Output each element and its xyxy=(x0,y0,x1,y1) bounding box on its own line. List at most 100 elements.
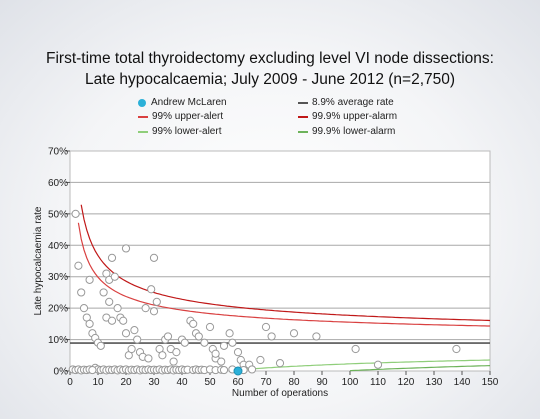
surgeon-point xyxy=(158,351,167,360)
surgeon-point xyxy=(130,326,139,335)
legend-label-lower-alarm: 99.9% lower-alarm xyxy=(312,126,396,137)
chart-subtitle: Late hypocalcaemia; July 2009 - June 201… xyxy=(84,71,456,88)
surgeon-point xyxy=(163,332,173,341)
x-tick-label: 40 xyxy=(176,377,188,388)
surgeon-point xyxy=(144,354,153,363)
highlight-dot-icon xyxy=(138,99,146,107)
surgeon-point xyxy=(74,261,83,270)
surgeon-point xyxy=(219,341,229,350)
surgeon-point xyxy=(88,365,97,375)
surgeon-point xyxy=(312,332,321,341)
y-tick-label: 50% xyxy=(48,209,68,220)
surgeon-point xyxy=(133,335,142,344)
x-tick-label: 100 xyxy=(342,377,359,388)
surgeon-point xyxy=(267,332,276,341)
surgeon-point xyxy=(85,275,94,284)
upper-alert-curve xyxy=(77,222,490,327)
x-tick-label: 80 xyxy=(288,377,300,388)
surgeon-point xyxy=(275,359,285,368)
surgeon-point xyxy=(110,272,119,281)
legend-label-average: 8.9% average rate xyxy=(312,97,394,108)
legend-item-average: 8.9% average rate xyxy=(298,97,394,109)
lower-alarm-curve xyxy=(349,365,491,372)
y-tick-label: 10% xyxy=(48,335,68,346)
y-tick-label: 70% xyxy=(48,147,68,158)
surgeon-point xyxy=(205,322,215,332)
surgeon-point xyxy=(200,338,209,347)
x-tick-label: 10 xyxy=(92,377,104,388)
surgeon-point xyxy=(261,322,271,332)
surgeon-point xyxy=(211,349,220,358)
x-tick-label: 70 xyxy=(260,377,272,388)
surgeon-point xyxy=(152,297,161,306)
surgeon-point xyxy=(256,355,265,365)
surgeon-point xyxy=(351,344,360,354)
surgeon-point xyxy=(85,319,94,328)
line-swatch-icon xyxy=(138,116,148,118)
y-tick-label: 0% xyxy=(54,367,69,378)
legend-label-highlight: Andrew McLaren xyxy=(151,97,227,108)
surgeon-point xyxy=(289,329,299,338)
surgeon-point xyxy=(141,304,150,313)
x-tick-label: 60 xyxy=(232,377,244,388)
surgeon-point xyxy=(121,244,131,253)
x-tick-label: 140 xyxy=(454,377,471,388)
surgeon-point xyxy=(119,316,128,325)
y-tick-label: 20% xyxy=(48,304,68,315)
surgeon-point xyxy=(452,344,461,354)
legend-label-upper-alarm: 99.9% upper-alarm xyxy=(312,111,398,122)
surgeon-point xyxy=(233,348,243,357)
surgeon-point xyxy=(225,329,234,338)
x-tick-label: 0 xyxy=(67,377,73,388)
line-swatch-icon xyxy=(138,131,148,133)
x-tick-label: 150 xyxy=(482,377,499,388)
x-tick-label: 20 xyxy=(120,377,132,388)
legend-item-lower-alert: 99% lower-alert xyxy=(138,126,221,138)
surgeon-point xyxy=(77,288,86,297)
legend-item-upper-alert: 99% upper-alert xyxy=(138,111,223,123)
surgeon-point xyxy=(113,304,122,313)
surgeon-point xyxy=(172,348,181,357)
surgeon-point xyxy=(127,344,136,354)
surgeon-point xyxy=(121,329,131,338)
chart-title-block: First-time total thyroidectomy excluding… xyxy=(0,48,540,90)
surgeon-point xyxy=(180,338,189,347)
surgeon-point xyxy=(247,365,257,374)
surgeon-point xyxy=(107,316,117,325)
legend-label-upper-alert: 99% upper-alert xyxy=(152,111,224,122)
surgeon-point xyxy=(71,209,80,218)
legend-label-lower-alert: 99% lower-alert xyxy=(152,126,222,137)
surgeon-point xyxy=(219,365,229,375)
legend-item-upper-alarm: 99.9% upper-alarm xyxy=(298,111,397,123)
x-tick-label: 50 xyxy=(204,377,216,388)
plot-area xyxy=(69,150,491,372)
line-swatch-icon xyxy=(298,131,308,133)
y-tick-label: 30% xyxy=(48,272,68,283)
surgeon-point xyxy=(373,360,383,369)
surgeon-point xyxy=(169,357,178,366)
line-swatch-icon xyxy=(298,116,308,118)
x-tick-label: 130 xyxy=(426,377,443,388)
legend-item-lower-alarm: 99.9% lower-alarm xyxy=(298,126,395,138)
x-tick-label: 90 xyxy=(316,377,328,388)
surgeon-point xyxy=(217,357,226,366)
x-tick-label: 120 xyxy=(398,377,415,388)
y-tick-label: 40% xyxy=(48,241,68,252)
chart-title: First-time total thyroidectomy excluding… xyxy=(46,50,494,67)
surgeon-point xyxy=(105,297,114,306)
y-tick-label: 60% xyxy=(48,178,68,189)
surgeon-point xyxy=(99,288,108,297)
highlighted-surgeon-point xyxy=(233,366,243,376)
surgeon-point xyxy=(228,338,237,347)
surgeon-point xyxy=(147,285,156,294)
legend-item-highlight: Andrew McLaren xyxy=(138,97,227,109)
surgeon-point xyxy=(96,341,105,350)
surgeon-point xyxy=(149,253,159,262)
surgeon-point xyxy=(79,304,89,313)
line-swatch-icon xyxy=(298,102,308,104)
surgeon-point xyxy=(189,319,198,328)
surgeon-point xyxy=(149,307,159,316)
x-tick-label: 30 xyxy=(148,377,160,388)
x-axis-title: Number of operations xyxy=(232,388,328,399)
